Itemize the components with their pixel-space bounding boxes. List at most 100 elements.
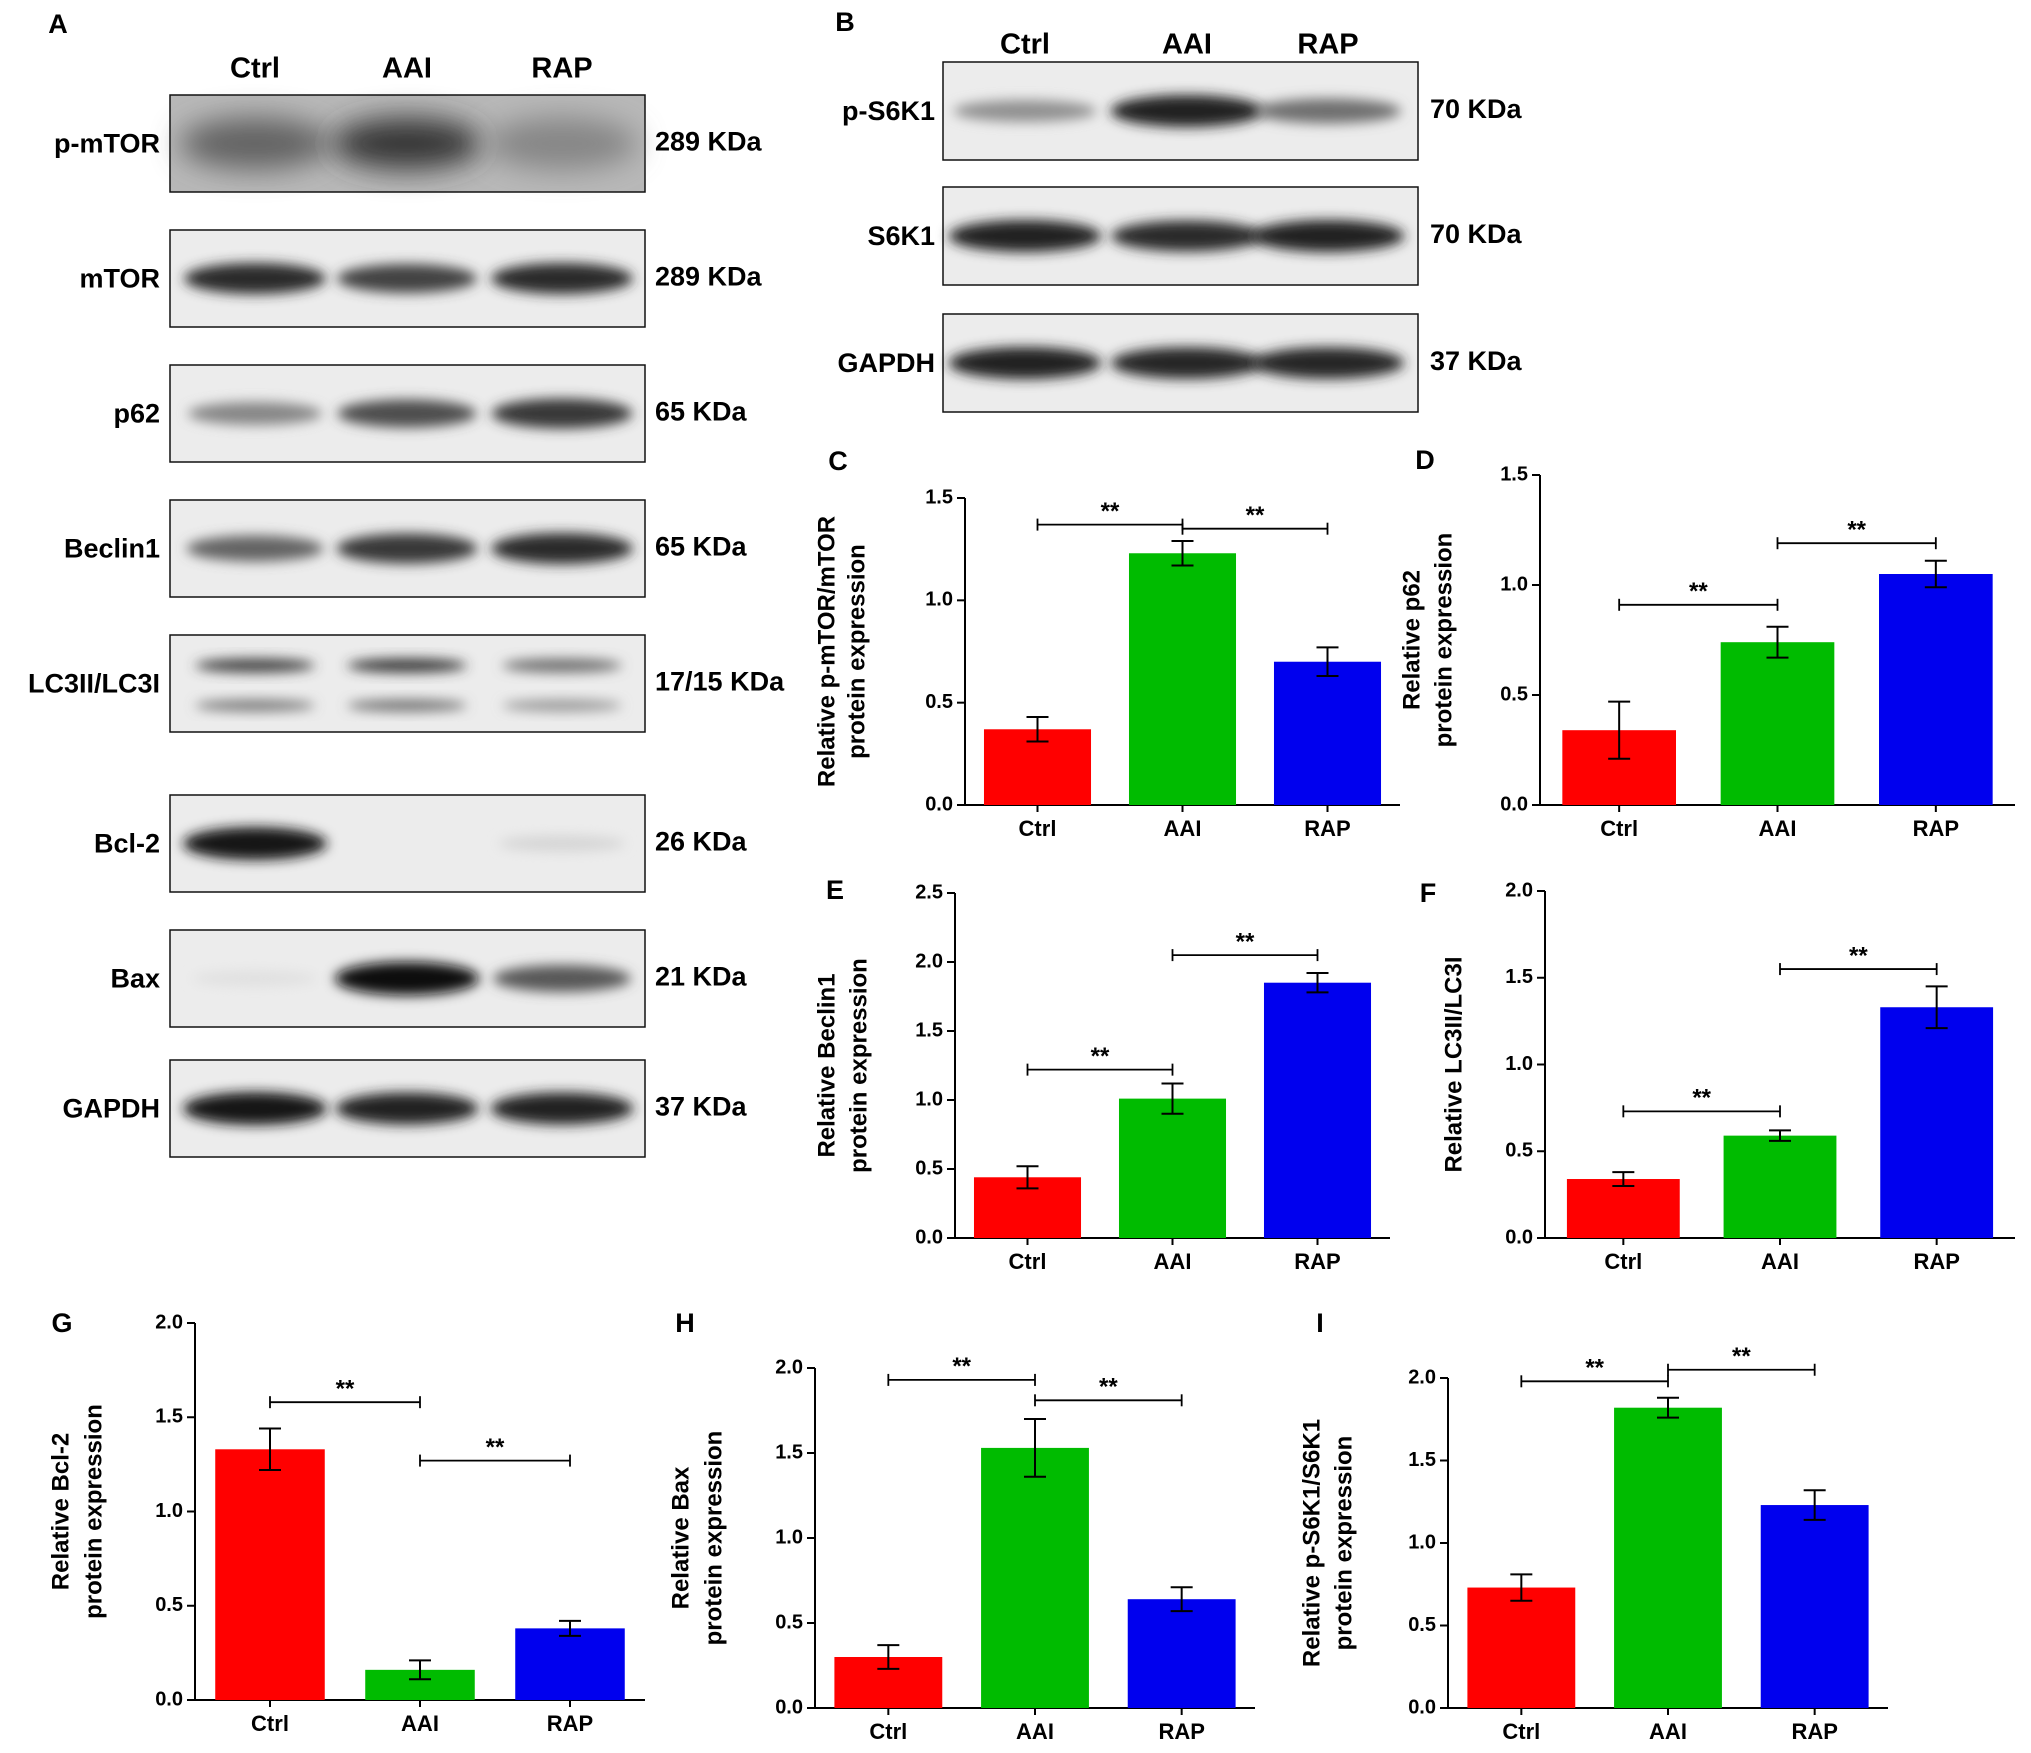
x-tick-label-ctrl: Ctrl: [1009, 1249, 1047, 1274]
significance-label: **: [1847, 517, 1866, 544]
row-label-mtor: mTOR: [79, 264, 160, 294]
panel-letter-e: E: [826, 875, 844, 905]
x-tick-label-aai: AAI: [1649, 1719, 1687, 1744]
y-tick-label: 0.0: [1408, 1696, 1436, 1718]
y-tick-label: 1.0: [1408, 1531, 1436, 1553]
x-tick-label-ctrl: Ctrl: [1019, 816, 1057, 841]
bar-aai: [981, 1447, 1089, 1708]
y-tick-label: 1.0: [915, 1088, 943, 1110]
row-label-gapdh: GAPDH: [837, 348, 935, 378]
y-tick-label: 0.5: [1505, 1140, 1533, 1162]
blot-row-beclin1: Beclin1 65 KDa: [64, 499, 748, 598]
significance-label: **: [1849, 942, 1868, 969]
panel-letter-b: B: [835, 7, 855, 37]
x-tick-label-ctrl: Ctrl: [1600, 816, 1638, 841]
x-tick-label-rap: RAP: [1158, 1719, 1204, 1744]
band-ctrl: [184, 263, 326, 294]
blot-frame: [169, 634, 646, 733]
blot-row-mtor: mTOR 289 KDa: [79, 229, 763, 328]
x-tick-label-rap: RAP: [1913, 1249, 1959, 1274]
significance-label: **: [1099, 1374, 1118, 1401]
chart-e: E 0.0 0.5 1.0 1.5 2.0 2.5 Ctrl AAI RAP ** ** Relativ…: [813, 875, 1390, 1274]
x-tick-label-aai: AAI: [401, 1711, 439, 1736]
panel-letter-g: G: [51, 1308, 72, 1338]
chart-c: C 0.0 0.5 1.0 1.5 Ctrl AAI RAP ** ** Relative p-mT…: [813, 446, 1400, 841]
blot-row-p-s6k1: p-S6K1 70 KDa: [842, 61, 1523, 161]
y-tick-label: 1.0: [925, 589, 953, 611]
significance-bracket: **: [887, 1353, 1036, 1386]
significance-bracket: **: [1171, 928, 1319, 962]
kda-label-lc3ii-lc3i: 17/15 KDa: [655, 667, 785, 697]
band-ctrl: [186, 535, 324, 562]
row-label-s6k1: S6K1: [867, 221, 935, 251]
band-aai: [332, 117, 482, 170]
x-tick-label-aai: AAI: [1154, 1249, 1192, 1274]
band-ctrl: [948, 220, 1102, 252]
band-rap: [491, 398, 633, 429]
x-tick-label-rap: RAP: [547, 1711, 593, 1736]
y-axis-label: Relative Beclin1: [813, 973, 840, 1157]
band-rap: [498, 835, 626, 852]
band-aai: [336, 533, 478, 564]
y-axis-label: protein expression: [1330, 1436, 1357, 1651]
y-axis-label: protein expression: [80, 1404, 107, 1619]
band-aai: [337, 399, 477, 428]
row-label-bcl-2: Bcl-2: [94, 829, 160, 859]
band-rap: [493, 965, 631, 992]
kda-label-p62: 65 KDa: [655, 397, 748, 427]
y-axis-label: Relative p-S6K1/S6K1: [1298, 1419, 1325, 1667]
column-label-rap: RAP: [1297, 29, 1358, 61]
band-aai-upper: [347, 658, 467, 673]
row-label-lc3ii-lc3i: LC3II/LC3I: [28, 669, 160, 699]
y-tick-label: 0.0: [775, 1696, 803, 1718]
x-tick-label-rap: RAP: [1791, 1719, 1837, 1744]
blot-row-p62: p62 65 KDa: [113, 364, 748, 463]
y-tick-label: 0.0: [925, 793, 953, 815]
x-tick-label-aai: AAI: [1759, 816, 1797, 841]
y-axis-label: protein expression: [843, 544, 870, 759]
significance-label: **: [336, 1376, 355, 1403]
y-tick-label: 2.0: [775, 1356, 803, 1378]
panel-letter-h: H: [675, 1308, 695, 1338]
band-rap: [490, 1092, 634, 1125]
y-tick-label: 1.5: [155, 1406, 183, 1428]
panel-letter-i: I: [1316, 1308, 1324, 1338]
significance-label: **: [1689, 578, 1708, 605]
y-axis-label: Relative Bcl-2: [47, 1433, 74, 1590]
column-label-aai: AAI: [382, 53, 432, 85]
bar-rap: [1273, 661, 1382, 805]
kda-label-beclin1: 65 KDa: [655, 532, 748, 562]
significance-bracket: **: [1667, 1343, 1816, 1376]
band-ctrl: [953, 100, 1097, 122]
significance-bracket: **: [1779, 942, 1938, 976]
y-tick-label: 1.5: [925, 486, 953, 508]
blot-row-bax: Bax 21 KDa: [110, 929, 748, 1028]
band-aai: [337, 264, 477, 293]
y-axis-label: protein expression: [1430, 533, 1457, 748]
bar-rap: [1127, 1599, 1236, 1708]
band-rap-lower: [502, 699, 622, 712]
blot-row-bcl-2: Bcl-2 26 KDa: [94, 794, 748, 893]
panel-letter-f: F: [1420, 878, 1437, 908]
column-label-ctrl: Ctrl: [230, 53, 280, 85]
significance-bracket: **: [1622, 1085, 1781, 1118]
band-rap: [1255, 98, 1401, 124]
y-tick-label: 0.5: [1500, 683, 1528, 705]
bar-aai: [1128, 553, 1237, 805]
kda-label-mtor: 289 KDa: [655, 262, 763, 292]
y-tick-label: 2.0: [155, 1311, 183, 1333]
significance-label: **: [1101, 498, 1120, 525]
x-tick-label-aai: AAI: [1761, 1249, 1799, 1274]
bar-rap: [1879, 574, 1993, 805]
y-tick-label: 2.0: [915, 950, 943, 972]
significance-label: **: [1236, 928, 1255, 955]
y-tick-label: 2.0: [1505, 879, 1533, 901]
significance-label: **: [1585, 1355, 1604, 1382]
x-tick-label-rap: RAP: [1304, 816, 1350, 841]
y-axis-label: Relative Bax: [667, 1466, 694, 1609]
significance-label: **: [486, 1434, 505, 1461]
row-label-gapdh: GAPDH: [62, 1094, 160, 1124]
band-ctrl: [188, 402, 322, 425]
y-tick-label: 0.5: [775, 1611, 803, 1633]
band-aai: [334, 961, 480, 996]
